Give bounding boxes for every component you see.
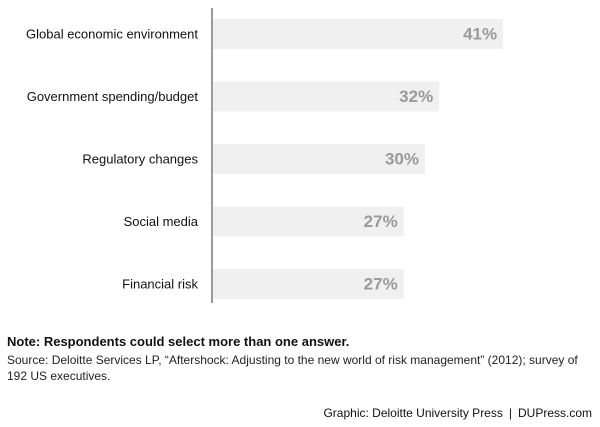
credit-graphic: Graphic: Deloitte University Press (323, 406, 503, 420)
bar-financial-risk (212, 269, 404, 299)
chart-note: Note: Respondents could select more than… (7, 334, 350, 349)
value-label-social-media: 27% (364, 212, 398, 231)
bar-social-media (212, 206, 404, 237)
category-label-regulatory-changes: Regulatory changes (82, 152, 198, 167)
chart-source: Source: Deloitte Services LP, “Aftershoc… (7, 353, 578, 383)
category-label-financial-risk: Financial risk (122, 277, 198, 292)
value-label-government-spending-budget: 32% (399, 87, 433, 106)
bar-chart: Global economic environment 41% Government… (26, 8, 504, 303)
value-label-global-economic-environment: 41% (463, 25, 497, 44)
category-label-global-economic-environment: Global economic environment (26, 27, 198, 42)
bar-global-economic-environment (212, 19, 504, 49)
credit-website: DUPress.com (517, 406, 592, 420)
category-label-government-spending-budget: Government spending/budget (27, 89, 199, 104)
bar-government-spending-budget (212, 81, 440, 112)
value-label-regulatory-changes: 30% (385, 150, 419, 169)
bar-regulatory-changes (212, 144, 425, 174)
credit-separator: | (508, 406, 512, 420)
value-label-financial-risk: 27% (364, 275, 398, 294)
chart-credit: Graphic: Deloitte University Press | DUPre… (323, 406, 592, 420)
category-label-social-media: Social media (124, 214, 199, 229)
